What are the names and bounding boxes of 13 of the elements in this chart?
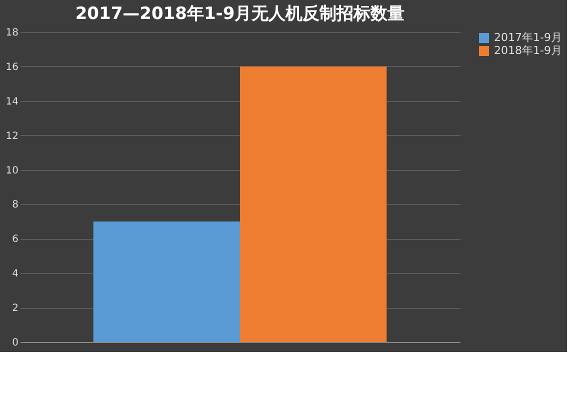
y-tick-label: 10 [6,165,18,176]
y-tick-label: 12 [6,130,18,142]
y-tick-label: 0 [12,338,18,348]
y-tick-label: 4 [12,268,18,280]
y-tick-label: 18 [6,28,18,38]
y-tick-label: 14 [6,96,18,108]
y-tick-label: 8 [12,200,18,211]
legend-label: 2018年1-9月 [494,44,562,57]
legend-label: 2017年1-9月 [494,31,562,44]
y-tick-label: 2 [12,303,18,314]
y-tick-label: 16 [6,62,18,73]
y-tick-label: 6 [12,234,18,246]
chart-title: 2017—2018年1-9月无人机反制招标数量 [75,4,405,24]
